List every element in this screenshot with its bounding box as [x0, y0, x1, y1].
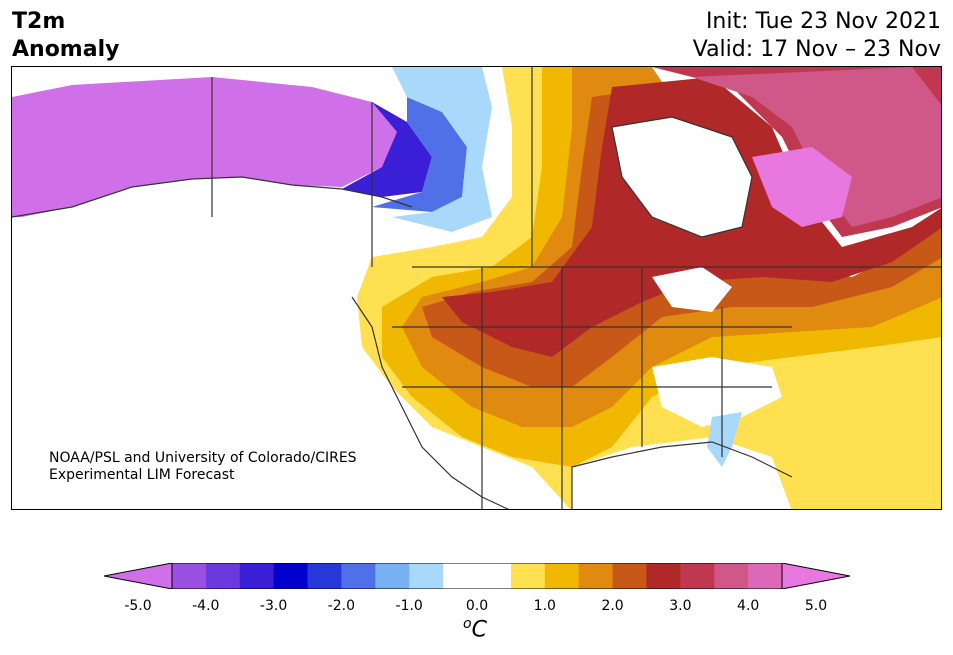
colorbar-cell [273, 563, 309, 589]
valid-range: Valid: 17 Nov – 23 Nov [692, 37, 941, 62]
colorbar-tick-label: -5.0 [124, 598, 152, 614]
credit-line2: Experimental LIM Forecast [49, 467, 235, 483]
init-date: Init: Tue 23 Nov 2021 [705, 9, 941, 34]
anomaly-map [11, 66, 942, 510]
great-lakes [652, 267, 732, 312]
cold-anomaly-blue-light [392, 67, 492, 232]
colorbar-cell [341, 563, 376, 589]
colorbar [104, 563, 850, 589]
colorbar-cell [544, 563, 580, 589]
florida-blue [707, 412, 742, 467]
gulf-of-mexico [572, 437, 792, 509]
colorbar-right-arrow [781, 563, 850, 589]
unit-celsius: C [471, 617, 487, 643]
title-line2: Anomaly [12, 37, 120, 62]
colorbar-left-arrow [104, 563, 173, 589]
warm-anomaly-magenta [752, 147, 852, 227]
colorbar-tick-label: -2.0 [327, 598, 356, 614]
colorbar-cell [748, 563, 783, 589]
colorbar-cell [714, 563, 749, 589]
colorbar-tick-label: -4.0 [192, 598, 220, 614]
colorbar-cell [409, 563, 444, 589]
colorbar-tick-label: 3.0 [669, 598, 692, 614]
cold-anomaly-purple [12, 77, 402, 217]
colorbar-cell [443, 563, 478, 589]
colorbar-cell [239, 563, 275, 589]
colorbar-unit: oC [463, 616, 487, 642]
map-svg [12, 67, 941, 509]
colorbar-cell [205, 563, 241, 589]
colorbar-tick-label: 1.0 [533, 598, 556, 614]
colorbar-cell [375, 563, 410, 589]
colorbar-tick-label: 2.0 [601, 598, 624, 614]
cold-anomaly-blue-mid [372, 97, 467, 212]
warm-anomaly-pink [692, 67, 941, 227]
unit-degree: o [463, 616, 472, 632]
colorbar-cell [578, 563, 614, 589]
forecast-credit: NOAA/PSL and University of Colorado/CIRE… [49, 450, 357, 484]
colorbar-cell [307, 563, 342, 589]
title-line1: T2m [12, 9, 66, 34]
colorbar-cell [172, 563, 207, 589]
colorbar-outline [171, 563, 783, 589]
colorbar-tick-label: 4.0 [737, 598, 760, 614]
hudson-bay [612, 117, 752, 237]
colorbar-tick-label: 0.0 [465, 598, 489, 614]
colorbar-tick-label: 5.0 [804, 598, 828, 614]
colorbar-cell [477, 563, 512, 589]
colorbar-cell [680, 563, 715, 589]
colorbar-cell [646, 563, 681, 589]
cold-anomaly-blue-dark [342, 102, 432, 197]
colorbar-cell [510, 563, 546, 589]
colorbar-tick-label: -3.0 [259, 598, 288, 614]
forecast-dates: Init: Tue 23 Nov 2021 Valid: 17 Nov – 23… [693, 8, 941, 64]
colorbar-tick-label: -1.0 [395, 598, 423, 614]
colorbar-cell [612, 563, 647, 589]
state-borders [12, 67, 941, 509]
map-title: T2m Anomaly [12, 8, 119, 64]
southeast-us-white [652, 357, 782, 427]
credit-line1: NOAA/PSL and University of Colorado/CIRE… [49, 450, 357, 466]
